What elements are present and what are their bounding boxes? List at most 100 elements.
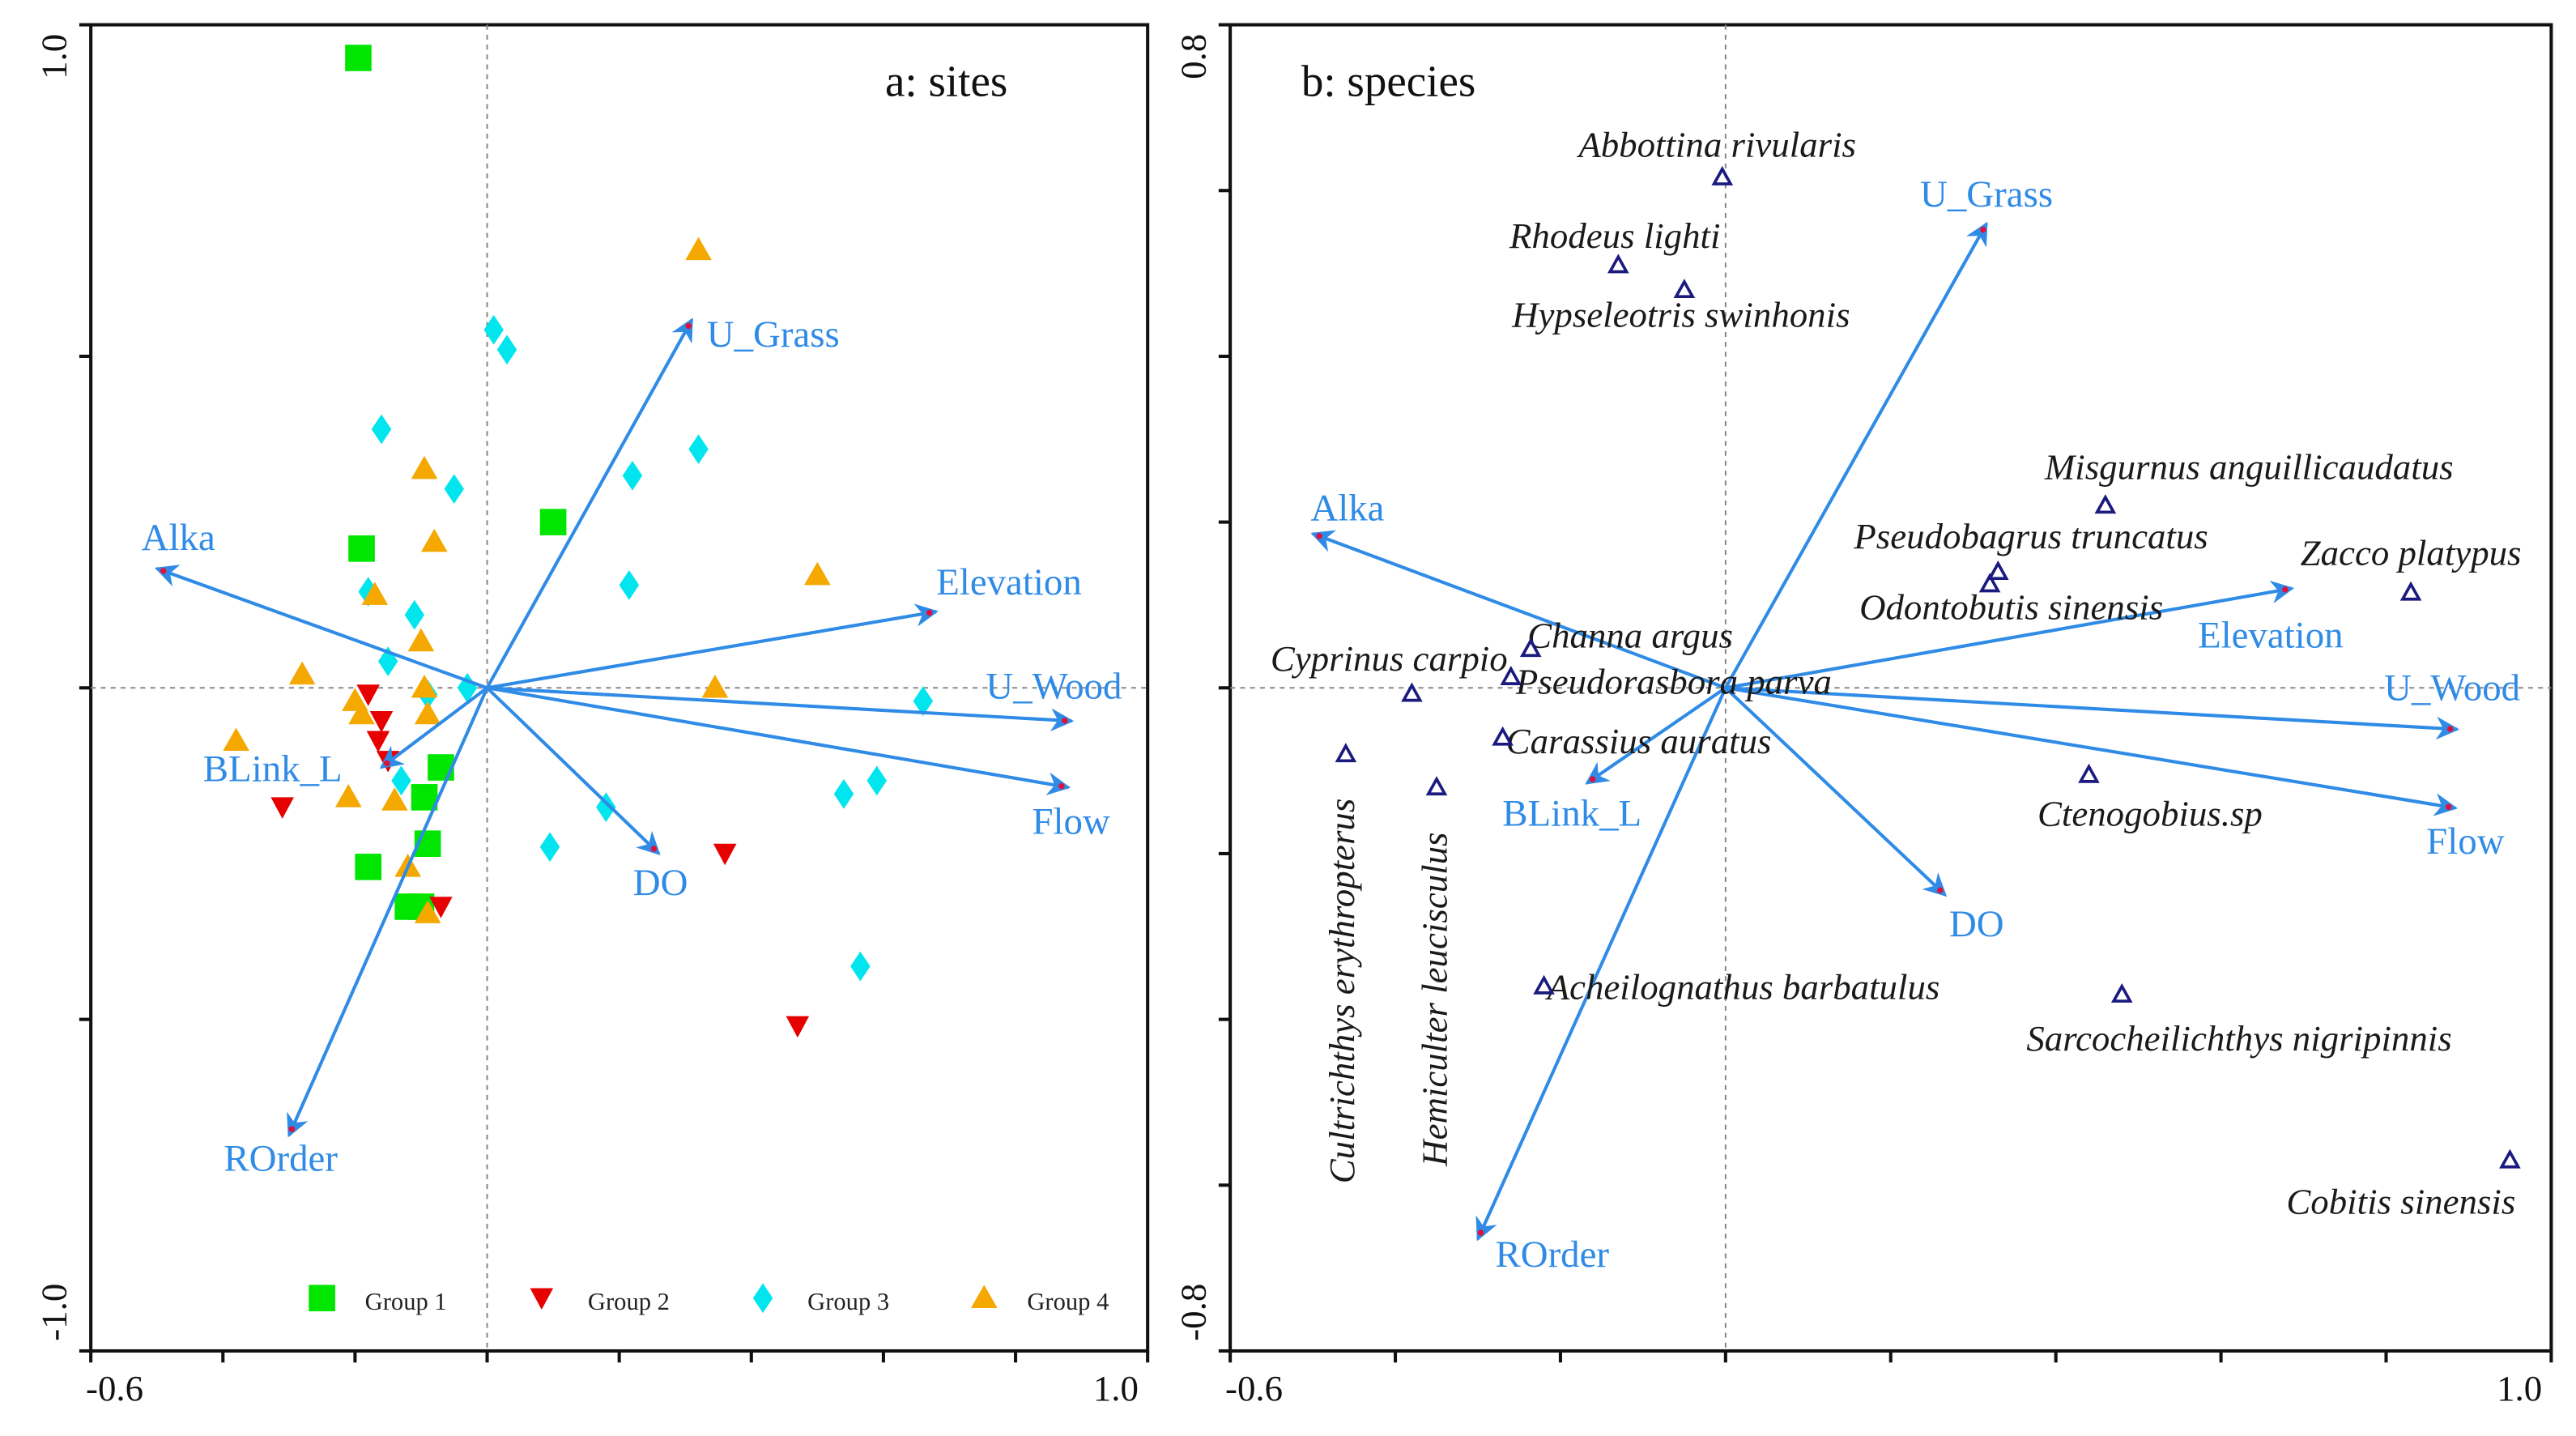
site-point-group-2 — [270, 797, 294, 819]
panel-a-title: a: sites — [885, 56, 1007, 105]
species-point-acheilognathus-barbatulus — [1533, 974, 1555, 995]
env-vector-u-wood — [1725, 686, 2460, 740]
site-point-group-3 — [866, 765, 887, 796]
site-point-group-2 — [356, 684, 380, 706]
site-point-group-3 — [391, 765, 411, 796]
species-point-cobitis-sinensis — [2499, 1148, 2521, 1169]
species-label-hypseleotris-swinhonis: Hypseleotris swinhonis — [1511, 295, 1850, 335]
legend-marker-group-4 — [970, 1285, 998, 1308]
site-point-group-3 — [688, 434, 709, 464]
x-tick-label-left: -0.6 — [86, 1368, 143, 1408]
species-label-hemiculter-leucisculus: Hemiculter leucisculus — [1414, 832, 1454, 1166]
env-label-u-grass: U_Grass — [707, 313, 840, 356]
env-vector-do — [1724, 686, 1948, 897]
species-label-zacco-platypus: Zacco platypus — [2301, 532, 2522, 573]
species-label-ctenogobius-sp: Ctenogobius.sp — [2037, 794, 2263, 834]
env-label-blink-l: BLink_L — [203, 748, 343, 790]
legend-marker-group-1 — [309, 1285, 335, 1312]
env-vector-flow — [1725, 686, 2458, 816]
site-point-group-4 — [334, 784, 362, 807]
env-label-flow: Flow — [1032, 801, 1110, 843]
site-point-group-4 — [420, 528, 448, 552]
site-point-group-4 — [288, 661, 316, 685]
env-label-alka: Alka — [1310, 487, 1384, 529]
species-label-abbottina-rivularis: Abbottina rivularis — [1576, 125, 1856, 165]
site-point-group-3 — [404, 599, 425, 630]
site-point-group-2 — [366, 731, 390, 753]
site-point-group-4 — [414, 701, 441, 725]
species-point-hypseleotris-swinhonis — [1673, 279, 1696, 299]
species-label-rhodeus-lighti: Rhodeus lighti — [1509, 215, 1720, 256]
species-point-channa-argus — [1519, 637, 1542, 658]
legend-label-group-4: Group 4 — [1027, 1288, 1109, 1315]
site-point-group-4 — [361, 582, 389, 605]
species-label-acheilognathus-barbatulus: Acheilognathus barbatulus — [1545, 967, 1940, 1008]
species-point-abbottina-rivularis — [1711, 165, 1734, 185]
env-vector-blink-l — [1585, 686, 1727, 785]
species-label-cobitis-sinensis: Cobitis sinensis — [2286, 1182, 2515, 1222]
site-point-group-4 — [348, 701, 375, 725]
species-label-sarcocheilichthys-nigripinnis: Sarcocheilichthys nigripinnis — [2026, 1018, 2451, 1059]
site-point-group-3 — [496, 334, 517, 365]
env-vector-u-wood — [487, 686, 1075, 732]
species-point-pseudobagrus-truncatus — [1986, 560, 2009, 581]
species-label-carassius-auratus: Carassius auratus — [1506, 721, 1772, 761]
env-label-u-wood: U_Wood — [2384, 667, 2520, 709]
env-label-alka: Alka — [142, 517, 215, 559]
legend-label-group-2: Group 2 — [588, 1288, 670, 1315]
env-label-elevation: Elevation — [2198, 614, 2344, 656]
legend-marker-group-3 — [752, 1283, 773, 1314]
species-label-odontobutis-sinensis: Odontobutis sinensis — [1859, 587, 2163, 628]
species-point-sarcocheilichthys-nigripinnis — [2110, 982, 2133, 1003]
env-label-rorder: ROrder — [1495, 1234, 1609, 1276]
panel-b-species: b: species 0.8 -0.8 -0.6 1.0 U_Grass Alka… — [1173, 23, 2553, 1408]
panel-b-title: b: species — [1301, 56, 1476, 105]
site-point-group-3 — [833, 778, 854, 809]
legend-label-group-1: Group 1 — [365, 1288, 447, 1315]
legend-marker-group-2 — [530, 1288, 554, 1310]
env-vector-u-grass — [485, 317, 694, 689]
legend: Group 1 Group 2 Group 3 Group 4 — [365, 1288, 1109, 1315]
species-point-pseudorasbora-parva — [1500, 666, 1522, 685]
env-label-do: DO — [633, 862, 688, 904]
species-point-rhodeus-lighti — [1607, 254, 1629, 274]
site-point-group-1 — [348, 535, 375, 562]
site-point-group-2 — [786, 1016, 810, 1038]
site-point-group-3 — [622, 460, 643, 491]
env-vector-blink-l — [379, 686, 488, 769]
env-vector-elevation — [487, 603, 939, 690]
species-label-pseudorasbora-parva: Pseudorasbora parva — [1515, 661, 1832, 701]
env-label-u-wood: U_Wood — [986, 666, 1122, 708]
species-label-pseudobagrus-truncatus: Pseudobagrus truncatus — [1853, 516, 2208, 556]
env-vector-rorder — [287, 687, 489, 1138]
species-label-cyprinus-carpio: Cyprinus carpio — [1271, 638, 1508, 679]
species-label-misgurnus-anguillicaudatus: Misgurnus anguillicaudatus — [2044, 446, 2454, 487]
site-point-group-3 — [913, 686, 934, 717]
env-label-blink-l: BLink_L — [1502, 793, 1641, 835]
site-point-group-4 — [804, 561, 831, 586]
y-tick-label-top: 0.8 — [1173, 34, 1214, 79]
site-point-group-2 — [369, 710, 394, 733]
y-tick-label-top: 1.0 — [34, 34, 75, 79]
species-point-cyprinus-carpio — [1401, 682, 1423, 702]
env-label-flow: Flow — [2426, 820, 2505, 863]
site-point-group-1 — [355, 854, 382, 880]
site-point-group-1 — [539, 509, 567, 535]
site-point-group-4 — [407, 628, 435, 652]
site-point-group-4 — [381, 787, 408, 811]
site-point-group-4 — [411, 674, 438, 698]
env-vector-alka — [155, 565, 488, 690]
site-point-group-3 — [444, 474, 464, 505]
env-vector-u-grass — [1724, 221, 1988, 689]
site-point-group-3 — [483, 314, 504, 345]
site-point-group-3 — [539, 832, 560, 863]
site-point-group-4 — [223, 727, 249, 752]
y-tick-label-bottom: -1.0 — [34, 1284, 75, 1341]
env-vector-flow — [487, 686, 1071, 795]
species-point-odontobutis-sinensis — [1978, 573, 2001, 593]
site-point-group-3 — [371, 414, 392, 445]
panel-a-sites: a: sites 1.0 -1.0 -0.6 1.0 Group 1 Group… — [34, 23, 1150, 1408]
site-point-group-3 — [850, 951, 871, 982]
env-label-elevation: Elevation — [936, 561, 1082, 603]
